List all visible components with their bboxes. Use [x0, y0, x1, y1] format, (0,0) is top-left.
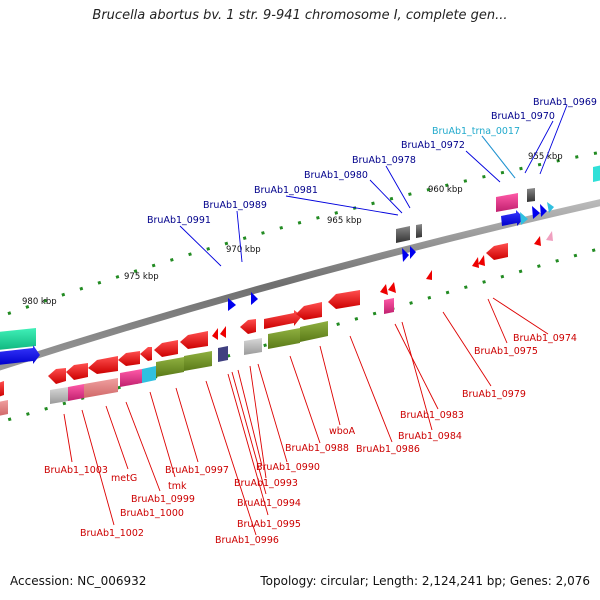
gene-label[interactable]: BruAb1_0991 [147, 215, 211, 226]
chromosome-backbone [0, 199, 600, 371]
gene-label[interactable]: BruAb1_trna_0017 [432, 126, 520, 137]
gene-box-magenta[interactable] [496, 193, 518, 212]
tick-label: 975 kbp [124, 272, 159, 282]
gene-box-olive[interactable] [156, 357, 184, 377]
gene-box-dark[interactable] [396, 226, 410, 243]
gene-box-magenta[interactable] [68, 384, 84, 401]
gene-arrow-red[interactable] [486, 243, 508, 260]
gene-arrow-blue-small[interactable] [532, 206, 540, 219]
gene-label[interactable]: BruAb1_0989 [203, 200, 267, 211]
gene-label[interactable]: BruAb1_1002 [80, 528, 144, 539]
accession-text: Accession: NC_006932 [10, 574, 147, 588]
gene-arrow-blue-small[interactable] [402, 248, 409, 262]
gene-label[interactable]: BruAb1_0984 [398, 431, 462, 442]
gene-arrow-red[interactable] [264, 310, 302, 329]
gene-arrow-red-small[interactable] [426, 270, 432, 280]
gene-box-grey[interactable] [50, 387, 68, 404]
reverse-strand-features[interactable] [0, 231, 553, 416]
gene-box-dark-blue[interactable] [218, 346, 228, 362]
gene-label[interactable]: BruAb1_0994 [237, 498, 301, 509]
gene-arrow-blue-small[interactable] [251, 292, 258, 305]
tick-label: 980 kbp [22, 297, 57, 307]
tick-label: 955 kbp [528, 152, 563, 162]
gene-box-dark[interactable] [416, 224, 422, 238]
genome-summary-text: Topology: circular; Length: 2,124,241 bp… [260, 574, 590, 588]
gene-box-olive[interactable] [184, 351, 212, 371]
gene-box-olive[interactable] [300, 321, 328, 342]
gene-label[interactable]: BruAb1_0983 [400, 410, 464, 421]
gene-arrow-red[interactable] [296, 302, 322, 320]
gene-arrow-blue-small[interactable] [228, 298, 236, 311]
bottom-label-connectors [63, 297, 549, 536]
gene-arrow-blue-small[interactable] [540, 204, 547, 217]
gene-label[interactable]: BruAb1_0996 [215, 535, 279, 546]
gene-label[interactable]: BruAb1_0972 [401, 140, 465, 151]
forward-strand-features[interactable] [0, 165, 600, 365]
tick-label: 960 kbp [428, 185, 463, 195]
gene-arrow-red-small[interactable] [220, 326, 226, 338]
gene-label[interactable]: BruAb1_1000 [120, 508, 184, 519]
gene-label[interactable]: BruAb1_0980 [304, 170, 368, 181]
gene-label[interactable]: BruAb1_0997 [165, 465, 229, 476]
gene-box-grey[interactable] [244, 338, 262, 355]
tick-label: 965 kbp [327, 216, 362, 226]
gene-box-pink[interactable] [0, 400, 8, 416]
gene-box-olive[interactable] [268, 328, 300, 349]
gene-box-cyan[interactable] [142, 366, 156, 383]
gene-arrow-blue[interactable] [0, 345, 40, 365]
gene-label[interactable]: BruAb1_0999 [131, 494, 195, 505]
gene-arrow-red[interactable] [328, 290, 360, 309]
gene-box-dark[interactable] [527, 188, 535, 202]
gene-box-cyan[interactable] [593, 165, 600, 182]
tick-label: 970 kbp [226, 245, 261, 255]
gene-box-pink[interactable] [84, 378, 118, 398]
gene-arrow-red[interactable] [66, 363, 88, 380]
gene-label[interactable]: BruAb1_0974 [513, 333, 577, 344]
gene-arrow-cyan-small[interactable] [547, 202, 554, 213]
gene-label[interactable]: BruAb1_0981 [254, 185, 318, 196]
gene-label[interactable]: tmk [168, 481, 187, 492]
gene-label[interactable]: BruAb1_0993 [234, 478, 298, 489]
gene-arrow-red-small[interactable] [212, 328, 218, 340]
tick-track-outer [0, 150, 600, 319]
gene-arrow-blue[interactable] [501, 210, 524, 226]
gene-label[interactable]: BruAb1_0988 [285, 443, 349, 454]
gene-arrow-teal[interactable] [0, 328, 36, 350]
gene-arrow-blue-small[interactable] [410, 246, 416, 259]
gene-label[interactable]: BruAb1_0978 [352, 155, 416, 166]
gene-arrow-pink-small[interactable] [546, 231, 553, 241]
gene-label[interactable]: BruAb1_0995 [237, 519, 301, 530]
gene-arrow-red[interactable] [140, 347, 152, 361]
gene-label[interactable]: BruAb1_0975 [474, 346, 538, 357]
gene-label[interactable]: BruAb1_0986 [356, 444, 420, 455]
gene-label[interactable]: metG [111, 473, 137, 484]
gene-arrow-red-small[interactable] [478, 255, 485, 266]
map-title: Brucella abortus bv. 1 str. 9-941 chromo… [92, 8, 508, 23]
gene-arrow-red[interactable] [118, 351, 140, 366]
gene-arrow-cyan-small[interactable] [520, 212, 528, 225]
gene-arrow-red-small[interactable] [472, 257, 479, 268]
gene-arrow-red[interactable] [240, 319, 256, 334]
gene-label[interactable]: BruAb1_0970 [491, 111, 555, 122]
trna-connector [481, 135, 516, 179]
gene-arrow-red[interactable] [180, 331, 208, 349]
gene-arrow-red[interactable] [48, 368, 66, 384]
gene-box-magenta[interactable] [120, 369, 142, 387]
gene-label[interactable]: BruAb1_0969 [533, 97, 597, 108]
gene-label[interactable]: BruAb1_1003 [44, 465, 108, 476]
gene-arrow-red[interactable] [154, 340, 178, 357]
gene-arrow-red-small[interactable] [388, 282, 396, 293]
gene-arrow-red-small[interactable] [380, 284, 388, 295]
gene-arrow-red[interactable] [88, 356, 118, 374]
gene-arrow-red-small[interactable] [534, 236, 541, 246]
gene-label[interactable]: wboA [329, 426, 356, 437]
gene-label[interactable]: BruAb1_0990 [256, 462, 320, 473]
gene-label[interactable]: BruAb1_0979 [462, 389, 526, 400]
gene-arrow-red[interactable] [0, 381, 4, 397]
gene-box-magenta[interactable] [384, 298, 394, 314]
